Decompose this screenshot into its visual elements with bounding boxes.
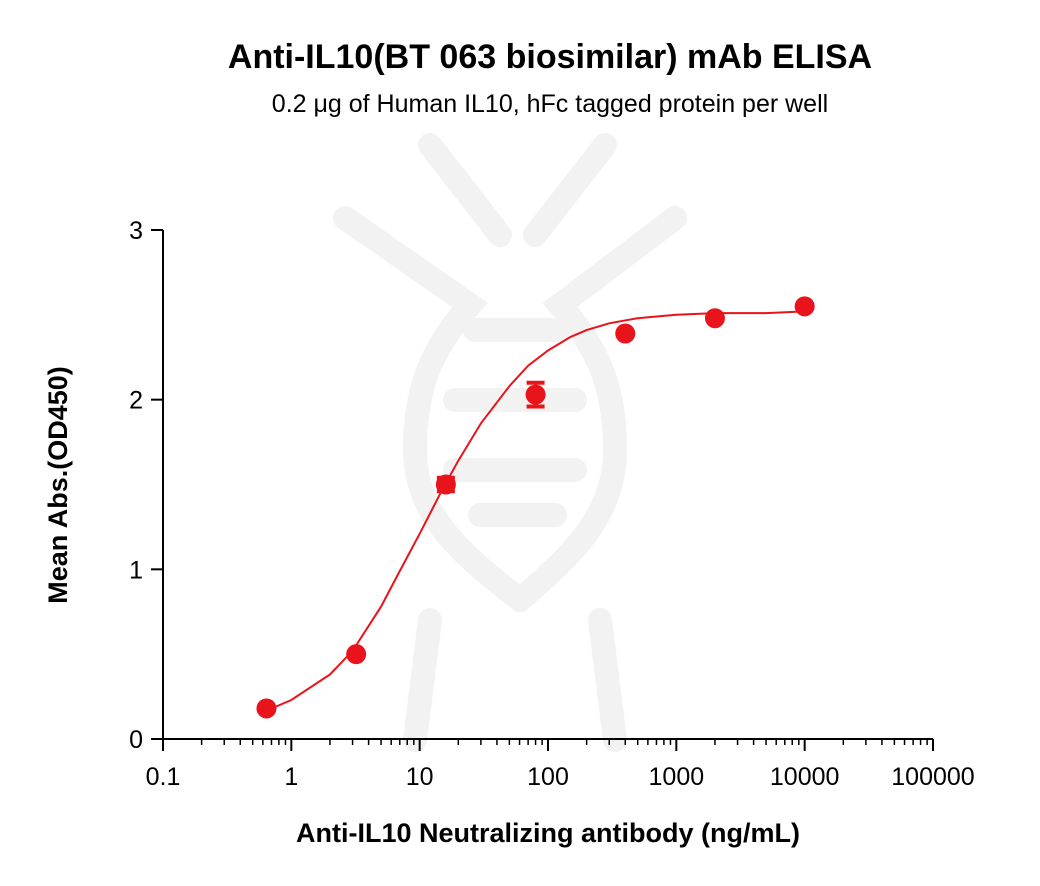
y-tick-label: 1 — [129, 556, 143, 584]
x-ticks: 0.1 1 10 100 1000 10000 100000 — [146, 739, 975, 791]
data-point — [346, 644, 367, 665]
data-points — [256, 296, 815, 719]
data-point — [615, 323, 636, 344]
x-tick-label: 10000 — [770, 763, 840, 791]
data-point — [256, 698, 277, 719]
data-point — [525, 384, 546, 405]
chart-title: Anti-IL10(BT 063 biosimilar) mAb ELISA — [227, 38, 873, 76]
x-tick-label: 100 — [527, 763, 569, 791]
y-tick-label: 3 — [129, 217, 143, 245]
x-tick-label: 100000 — [891, 763, 974, 791]
dna-watermark-logo — [333, 133, 687, 752]
y-tick-label: 0 — [129, 726, 143, 754]
chart-subtitle: 0.2 μg of Human IL10, hFc tagged protein… — [271, 90, 829, 118]
y-tick-label: 2 — [129, 387, 143, 415]
data-point — [794, 296, 815, 317]
fit-curve — [271, 310, 805, 710]
x-tick-label: 0.1 — [146, 763, 181, 791]
y-axis-title: Mean Abs.(OD450) — [43, 366, 73, 604]
x-axis-title: Anti-IL10 Neutralizing antibody (ng/mL) — [296, 818, 800, 848]
data-point — [435, 474, 456, 495]
x-tick-label: 1000 — [649, 763, 705, 791]
y-ticks: 0 1 2 3 — [129, 217, 163, 754]
x-tick-label: 10 — [406, 763, 434, 791]
x-tick-label: 1 — [284, 763, 298, 791]
data-point — [704, 308, 725, 329]
